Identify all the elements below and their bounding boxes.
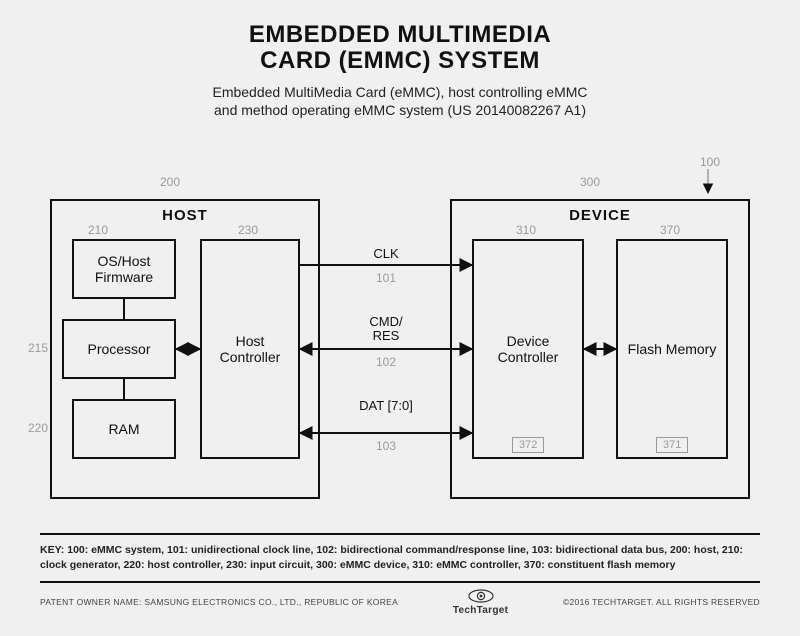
ref-host: 200 [160, 175, 180, 189]
footer-left: PATENT OWNER NAME: SAMSUNG ELECTRONICS C… [40, 597, 398, 607]
ram-box: RAM [72, 399, 176, 459]
host-controller-label: Host Controller [206, 333, 294, 365]
techtarget-logo: TechTarget [453, 589, 508, 616]
os-firmware-box: OS/Host Firmware [72, 239, 176, 299]
device-box-label: DEVICE [452, 207, 748, 224]
page-title: EMBEDDED MULTIMEDIA CARD (EMMC) SYSTEM [40, 22, 760, 75]
chip-372: 372 [512, 437, 544, 453]
device-controller-box: Device Controller [472, 239, 584, 459]
signal-clk-ref: 101 [366, 271, 406, 285]
chip-371: 371 [656, 437, 688, 453]
signal-cmd-label: CMD/ RES [356, 315, 416, 344]
page-footer: PATENT OWNER NAME: SAMSUNG ELECTRONICS C… [40, 589, 760, 616]
ref-220: 220 [28, 421, 48, 435]
ref-230: 230 [238, 223, 258, 237]
legend-key-text: KEY: 100: eMMC system, 101: unidirection… [40, 544, 743, 571]
subtitle-line-2: and method operating eMMC system (US 201… [214, 102, 586, 118]
ref-370: 370 [660, 223, 680, 237]
ref-device: 300 [580, 175, 600, 189]
host-box-label: HOST [52, 207, 318, 224]
ram-label: RAM [108, 421, 139, 437]
title-line-2: CARD (EMMC) SYSTEM [260, 47, 540, 74]
flash-memory-label: Flash Memory [628, 341, 717, 357]
diagram-canvas: EMBEDDED MULTIMEDIA CARD (EMMC) SYSTEM E… [0, 0, 800, 636]
ref-system: 100 [700, 155, 720, 169]
signal-cmd-ref: 102 [366, 355, 406, 369]
signal-dat-label: DAT [7:0] [356, 399, 416, 413]
ref-310: 310 [516, 223, 536, 237]
block-diagram: 200 300 100 HOST DEVICE OS/Host Firmware… [40, 149, 760, 519]
signal-dat-ref: 103 [366, 439, 406, 453]
device-controller-label: Device Controller [478, 333, 578, 365]
footer-right: ©2016 TECHTARGET. ALL RIGHTS RESERVED [563, 597, 760, 607]
flash-memory-box: Flash Memory [616, 239, 728, 459]
page-subtitle: Embedded MultiMedia Card (eMMC), host co… [40, 83, 760, 119]
ref-210: 210 [88, 223, 108, 237]
host-controller-box: Host Controller [200, 239, 300, 459]
title-line-1: EMBEDDED MULTIMEDIA [249, 21, 551, 48]
processor-label: Processor [87, 341, 150, 357]
brand-name: TechTarget [453, 605, 508, 616]
signal-clk-label: CLK [356, 247, 416, 261]
ref-215: 215 [28, 341, 48, 355]
subtitle-line-1: Embedded MultiMedia Card (eMMC), host co… [212, 84, 587, 100]
os-firmware-label: OS/Host Firmware [78, 253, 170, 285]
processor-box: Processor [62, 319, 176, 379]
eye-icon [468, 589, 494, 605]
legend-key: KEY: 100: eMMC system, 101: unidirection… [40, 533, 760, 582]
